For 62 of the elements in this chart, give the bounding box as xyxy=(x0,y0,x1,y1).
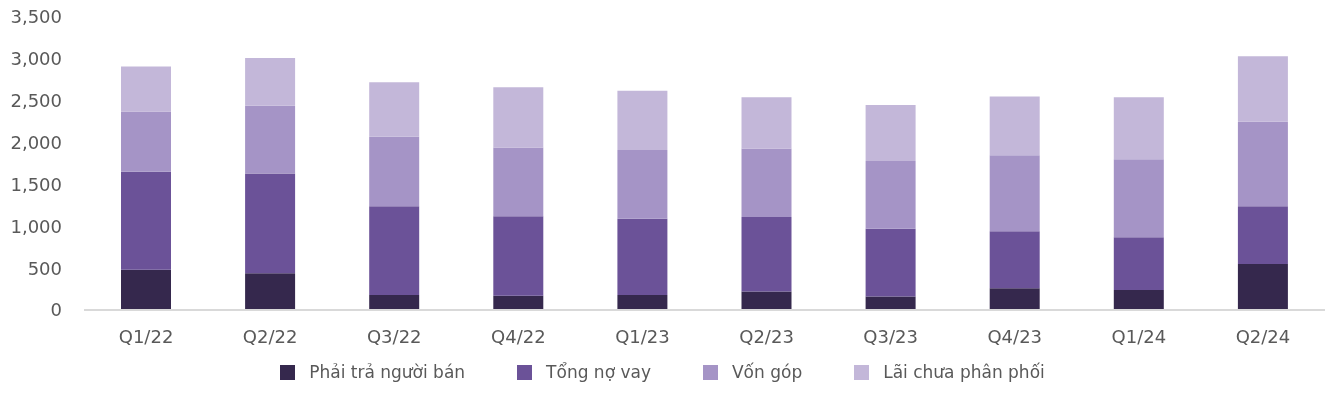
x-tick-label: Q2/23 xyxy=(739,325,794,347)
bar xyxy=(1113,237,1164,290)
legend-label: Tổng nợ vay xyxy=(546,362,651,382)
bar xyxy=(121,111,171,172)
y-tick-label: 0 xyxy=(50,299,62,321)
y-tick-label: 500 xyxy=(27,257,62,279)
bar xyxy=(989,155,1040,232)
bar xyxy=(617,294,668,310)
bar xyxy=(493,147,544,217)
bar xyxy=(245,173,296,274)
legend-label: Phải trả người bán xyxy=(309,362,466,382)
bar xyxy=(617,150,668,219)
bar xyxy=(369,136,420,207)
bar xyxy=(617,218,668,295)
y-tick-label: 1,000 xyxy=(10,215,62,237)
bar xyxy=(741,291,792,310)
bar xyxy=(369,294,420,310)
bar xyxy=(865,104,916,161)
bar xyxy=(369,82,420,137)
bar xyxy=(493,295,544,310)
legend-label: Vốn góp xyxy=(731,362,803,382)
bar xyxy=(369,206,420,295)
bar xyxy=(1113,97,1164,160)
bar xyxy=(245,273,296,310)
x-tick-label: Q2/22 xyxy=(242,325,298,347)
bar xyxy=(1237,56,1288,122)
x-tick-label: Q2/24 xyxy=(1235,325,1291,347)
bar xyxy=(741,97,792,149)
legend-label: Lãi chưa phân phối xyxy=(883,362,1045,382)
x-tick-label: Q4/22 xyxy=(491,325,546,347)
x-tick-label: Q3/22 xyxy=(366,325,422,347)
x-tick-label: Q3/23 xyxy=(863,325,918,347)
bar xyxy=(493,216,544,296)
y-tick-label: 2,000 xyxy=(10,131,62,153)
bar xyxy=(1113,159,1164,238)
bar xyxy=(121,269,171,310)
bar xyxy=(741,148,792,218)
bar xyxy=(989,288,1040,310)
bar xyxy=(121,171,171,270)
bar xyxy=(121,66,171,112)
bar xyxy=(989,231,1040,289)
bar xyxy=(865,228,916,297)
bar xyxy=(989,96,1040,156)
bar xyxy=(245,105,296,174)
y-tick-label: 3,000 xyxy=(10,48,62,70)
x-tick-label: Q4/23 xyxy=(987,325,1043,347)
bar xyxy=(493,87,544,148)
bar xyxy=(865,296,916,310)
y-tick-label: 1,500 xyxy=(10,173,62,195)
y-tick-label: 3,500 xyxy=(10,6,62,28)
x-tick-label: Q1/24 xyxy=(1111,325,1167,347)
bar xyxy=(741,217,792,292)
bar xyxy=(1237,121,1288,207)
y-tick-label: 2,500 xyxy=(10,90,62,112)
x-tick-label: Q1/22 xyxy=(118,325,174,347)
bar xyxy=(245,58,296,106)
bar xyxy=(1237,206,1288,264)
x-tick-label: Q1/23 xyxy=(615,325,670,347)
bar xyxy=(617,90,668,151)
bar xyxy=(865,160,916,229)
bar xyxy=(1113,289,1164,310)
bar xyxy=(1237,263,1288,310)
